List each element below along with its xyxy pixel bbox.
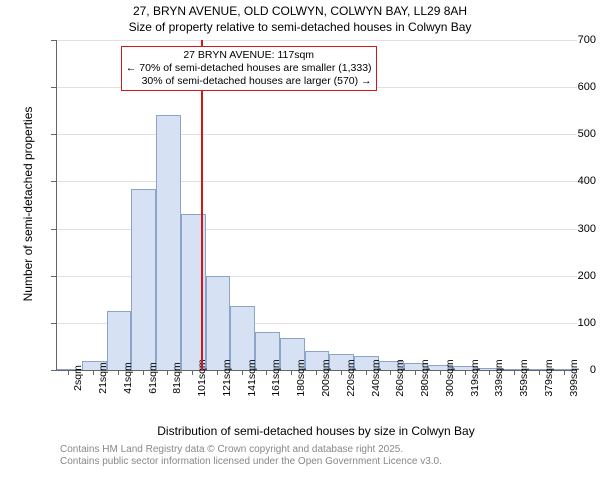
title-line-2: Size of property relative to semi-detach… <box>0 20 600 36</box>
xtick-label: 220sqm <box>345 359 357 396</box>
xtick-label: 280sqm <box>419 359 431 396</box>
histogram-bar <box>131 189 156 371</box>
histogram-bar <box>206 276 231 370</box>
ytick-mark <box>51 87 56 88</box>
xtick-label: 399sqm <box>568 359 580 396</box>
ytick-mark <box>51 370 56 371</box>
xtick-mark <box>167 370 168 375</box>
xtick-label: 180sqm <box>295 359 307 396</box>
xtick-label: 200sqm <box>320 359 332 396</box>
xtick-label: 2sqm <box>72 365 84 391</box>
xtick-mark <box>143 370 144 375</box>
gridline <box>57 134 577 135</box>
annotation-line-1: ← 70% of semi-detached houses are smalle… <box>126 62 372 75</box>
xtick-mark <box>539 370 540 375</box>
gridline <box>57 40 577 41</box>
xtick-label: 359sqm <box>518 359 530 396</box>
xtick-label: 61sqm <box>147 362 159 394</box>
xtick-mark <box>266 370 267 375</box>
xtick-mark <box>217 370 218 375</box>
xtick-label: 161sqm <box>270 359 282 396</box>
chart-container: 27, BRYN AVENUE, OLD COLWYN, COLWYN BAY,… <box>0 0 600 500</box>
xtick-label: 240sqm <box>370 359 382 396</box>
xtick-mark <box>291 370 292 375</box>
annotation-title: 27 BRYN AVENUE: 117sqm <box>126 49 372 62</box>
xtick-mark <box>341 370 342 375</box>
attribution-line-1: Contains HM Land Registry data © Crown c… <box>60 444 442 456</box>
ytick-label: 700 <box>548 34 596 46</box>
xtick-mark <box>192 370 193 375</box>
xtick-mark <box>316 370 317 375</box>
xtick-label: 81sqm <box>171 362 183 394</box>
ytick-label: 400 <box>548 175 596 187</box>
attribution: Contains HM Land Registry data © Crown c… <box>60 444 442 468</box>
y-axis-label: Number of semi-detached properties <box>21 84 35 324</box>
x-axis-label: Distribution of semi-detached houses by … <box>56 424 576 438</box>
attribution-line-2: Contains public sector information licen… <box>60 456 442 468</box>
xtick-mark <box>242 370 243 375</box>
ytick-mark <box>51 134 56 135</box>
annotation-box: 27 BRYN AVENUE: 117sqm ← 70% of semi-det… <box>121 46 377 91</box>
chart-title: 27, BRYN AVENUE, OLD COLWYN, COLWYN BAY,… <box>0 4 600 35</box>
ytick-mark <box>51 181 56 182</box>
xtick-mark <box>440 370 441 375</box>
xtick-mark <box>564 370 565 375</box>
xtick-mark <box>93 370 94 375</box>
xtick-label: 121sqm <box>221 359 233 396</box>
xtick-label: 141sqm <box>246 359 258 396</box>
ytick-mark <box>51 323 56 324</box>
xtick-mark <box>118 370 119 375</box>
xtick-mark <box>415 370 416 375</box>
annotation-line-2: 30% of semi-detached houses are larger (… <box>126 75 372 88</box>
xtick-label: 300sqm <box>444 359 456 396</box>
ytick-label: 300 <box>548 223 596 235</box>
histogram-bar <box>156 115 181 370</box>
ytick-mark <box>51 229 56 230</box>
gridline <box>57 181 577 182</box>
ytick-mark <box>51 40 56 41</box>
ytick-label: 500 <box>548 128 596 140</box>
ytick-label: 600 <box>548 81 596 93</box>
ytick-label: 200 <box>548 270 596 282</box>
xtick-mark <box>465 370 466 375</box>
xtick-mark <box>68 370 69 375</box>
xtick-mark <box>390 370 391 375</box>
xtick-label: 41sqm <box>122 362 134 394</box>
xtick-mark <box>366 370 367 375</box>
ytick-mark <box>51 276 56 277</box>
xtick-mark <box>489 370 490 375</box>
xtick-label: 260sqm <box>394 359 406 396</box>
xtick-label: 379sqm <box>543 359 555 396</box>
title-line-1: 27, BRYN AVENUE, OLD COLWYN, COLWYN BAY,… <box>0 4 600 20</box>
xtick-label: 21sqm <box>97 362 109 394</box>
xtick-label: 319sqm <box>469 359 481 396</box>
xtick-label: 339sqm <box>493 359 505 396</box>
ytick-label: 100 <box>548 317 596 329</box>
xtick-mark <box>514 370 515 375</box>
